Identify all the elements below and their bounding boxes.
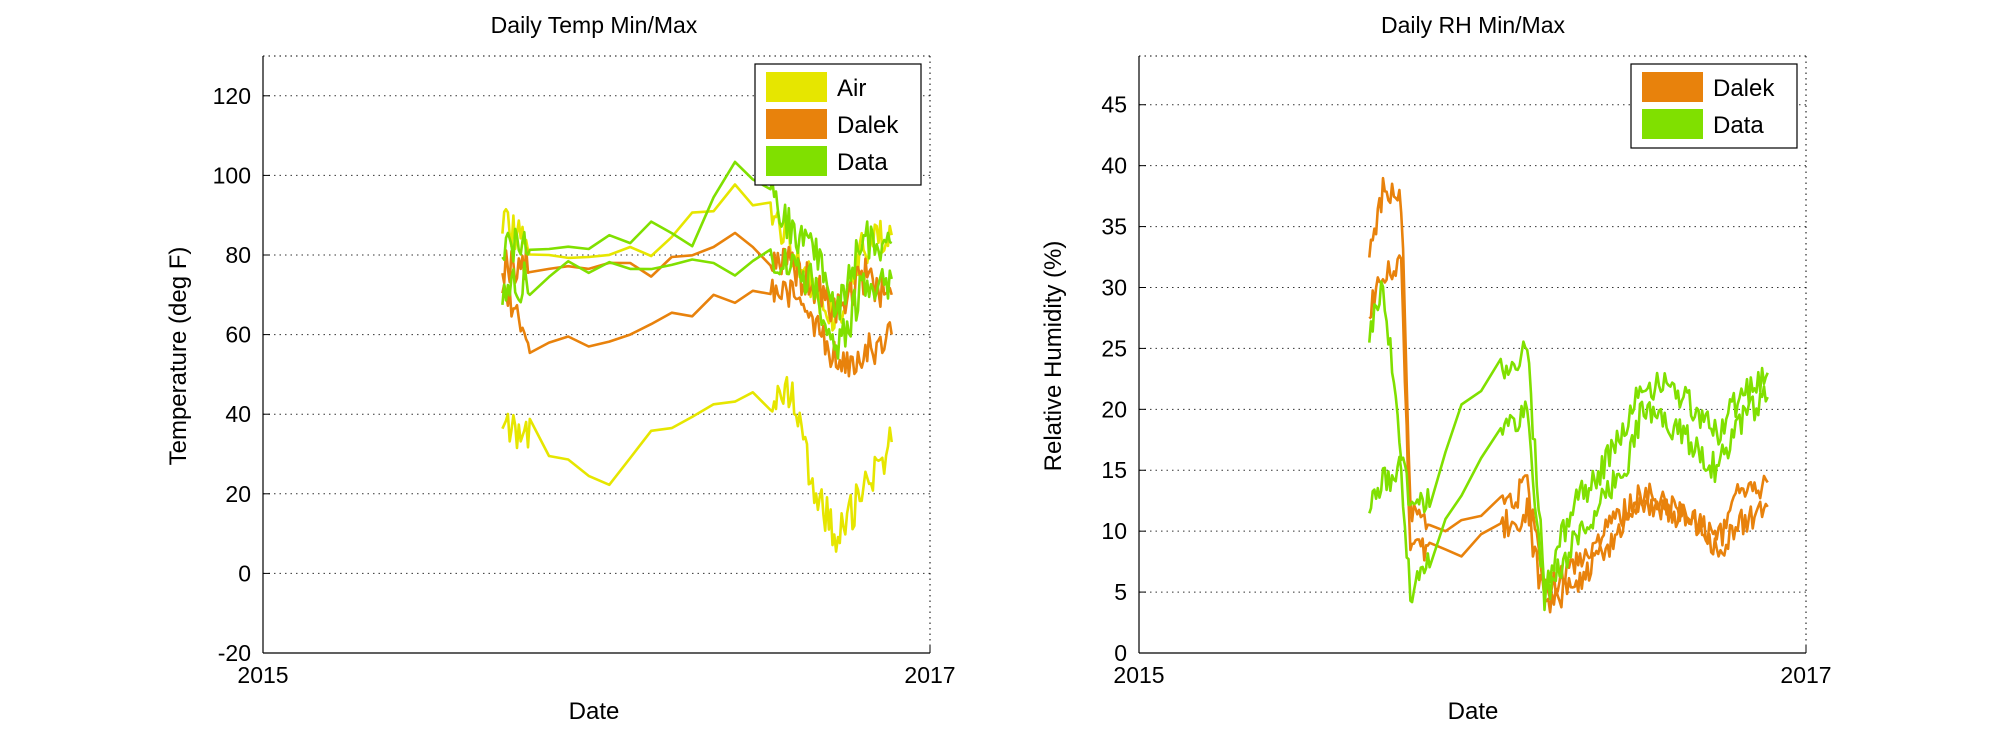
temp-y-tick-label: 60 — [225, 322, 251, 348]
temp-chart-panel: Daily Temp Min/Max -20 0 20 40 60 80 100 120 201… — [165, 12, 956, 725]
temp-legend-label-air: Air — [837, 75, 866, 102]
rh-chart-panel: Daily RH Min/Max 0 5 10 15 20 25 30 35 40 45 2015 2… — [1040, 12, 1832, 725]
temp-ticks: -20 0 20 40 60 80 100 120 2015 2017 — [213, 83, 956, 688]
temp-series-air-min — [501, 375, 893, 553]
rh-series-dalek-min — [1368, 254, 1769, 614]
temp-x-tick-label: 2015 — [237, 662, 288, 688]
rh-x-tick-label: 2015 — [1113, 662, 1164, 688]
rh-axes — [1138, 55, 1807, 654]
temp-x-axis-label: Date — [569, 698, 620, 725]
rh-legend-swatch-data — [1642, 109, 1703, 139]
rh-y-tick-label: 45 — [1101, 92, 1127, 118]
rh-plot-area — [1139, 56, 1806, 653]
rh-series-data-min — [1368, 384, 1769, 612]
rh-y-tick-label: 15 — [1101, 457, 1127, 483]
rh-legend-swatch-dalek — [1642, 72, 1703, 102]
rh-chart-title: Daily RH Min/Max — [1381, 12, 1566, 38]
temp-series-dalek-max — [501, 231, 893, 324]
rh-y-tick-label: 30 — [1101, 274, 1127, 300]
temp-x-tick-label: 2017 — [904, 662, 955, 688]
rh-series-data-max — [1368, 280, 1769, 593]
temp-series-data-max — [501, 160, 893, 321]
rh-y-axis-label: Relative Humidity (%) — [1040, 241, 1067, 472]
rh-series-lines — [1368, 176, 1769, 614]
temp-y-tick-label: -20 — [218, 640, 251, 666]
rh-legend: Dalek Data — [1630, 63, 1798, 149]
rh-ticks: 0 5 10 15 20 25 30 35 40 45 2015 2017 — [1101, 92, 1831, 688]
rh-series-dalek-max — [1368, 176, 1769, 601]
temp-series-dalek-min — [501, 278, 893, 378]
temp-y-tick-label: 0 — [238, 560, 251, 586]
temp-legend-swatch-data — [766, 146, 827, 176]
rh-y-tick-label: 5 — [1114, 579, 1127, 605]
temp-legend: Air Dalek Data — [754, 63, 922, 186]
rh-x-axis-label: Date — [1448, 698, 1499, 725]
rh-y-tick-label: 40 — [1101, 153, 1127, 179]
temp-legend-label-dalek: Dalek — [837, 112, 899, 139]
temp-y-tick-label: 100 — [213, 162, 251, 188]
rh-legend-label-data: Data — [1713, 112, 1764, 139]
rh-x-tick-label: 2017 — [1780, 662, 1831, 688]
rh-legend-label-dalek: Dalek — [1713, 75, 1775, 102]
temp-legend-label-data: Data — [837, 149, 888, 176]
temp-chart-title: Daily Temp Min/Max — [491, 12, 698, 38]
temp-y-tick-label: 40 — [225, 401, 251, 427]
temp-series-lines — [501, 160, 893, 553]
temp-legend-swatch-air — [766, 72, 827, 102]
rh-y-tick-label: 20 — [1101, 396, 1127, 422]
rh-y-tick-label: 10 — [1101, 518, 1127, 544]
rh-y-tick-label: 35 — [1101, 214, 1127, 240]
rh-y-tick-label: 25 — [1101, 335, 1127, 361]
temp-series-data-min — [501, 248, 893, 360]
temp-axes — [262, 55, 931, 654]
temp-legend-swatch-dalek — [766, 109, 827, 139]
temp-y-tick-label: 120 — [213, 83, 251, 109]
rh-y-tick-label: 0 — [1114, 640, 1127, 666]
temp-y-tick-label: 80 — [225, 242, 251, 268]
temp-y-axis-label: Temperature (deg F) — [165, 247, 192, 466]
temp-y-tick-label: 20 — [225, 481, 251, 507]
